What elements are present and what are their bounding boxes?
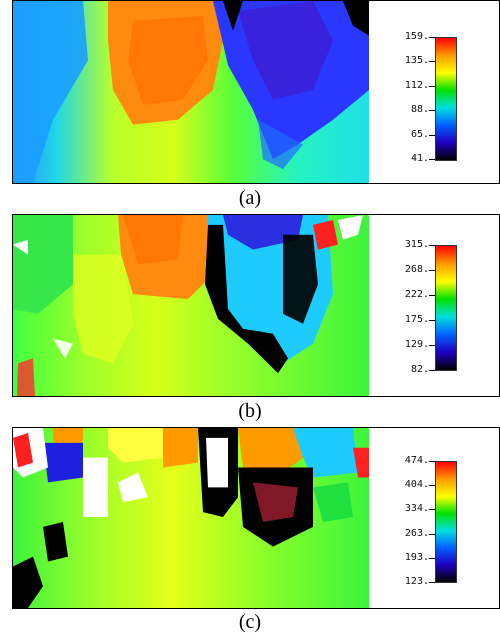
tick-mark: [429, 370, 435, 371]
disparity-map-b: [13, 215, 369, 396]
tick-label: 88.: [410, 104, 429, 115]
tick-label: 404.: [404, 479, 429, 490]
tick-mark: [429, 86, 435, 87]
tick-mark: [429, 135, 435, 136]
tick-label: 175.: [404, 314, 429, 325]
tick-label: 82.: [410, 364, 429, 375]
tick-mark: [429, 485, 435, 486]
tick-label: 135.: [404, 55, 429, 66]
colorbar-b: [435, 245, 457, 371]
tick-mark: [429, 159, 435, 160]
tick-mark: [429, 110, 435, 111]
colorbar-legend-c: 474. 404. 334. 263. 193. 123.: [383, 428, 499, 608]
colorbar-legend-a: 159. 135. 112. 88. 65. 41.: [383, 1, 499, 183]
tick-mark: [429, 582, 435, 583]
tick-mark: [429, 558, 435, 559]
disparity-map-c: [13, 428, 369, 608]
caption-b: (b): [238, 400, 262, 422]
tick-mark: [429, 245, 435, 246]
tick-mark: [429, 295, 435, 296]
tick-label: 123.: [404, 576, 429, 587]
tick-label: 263.: [404, 528, 429, 539]
tick-label: 193.: [404, 552, 429, 563]
panel-a: 159. 135. 112. 88. 65. 41.: [12, 0, 500, 184]
tick-label: 65.: [410, 129, 429, 140]
tick-label: 129.: [404, 339, 429, 350]
tick-label: 41.: [410, 153, 429, 164]
tick-mark: [429, 345, 435, 346]
tick-mark: [429, 37, 435, 38]
tick-label: 159.: [404, 31, 429, 42]
tick-mark: [429, 270, 435, 271]
colorbar-a: [435, 37, 457, 161]
tick-label: 222.: [404, 289, 429, 300]
colorbar-c: [435, 461, 457, 583]
tick-label: 334.: [404, 503, 429, 514]
tick-mark: [429, 534, 435, 535]
tick-mark: [429, 461, 435, 462]
colorbar-legend-b: 315. 268. 222. 175. 129. 82.: [383, 215, 499, 396]
tick-label: 315.: [404, 239, 429, 250]
tick-label: 474.: [404, 455, 429, 466]
tick-mark: [429, 320, 435, 321]
caption-a: (a): [238, 187, 262, 209]
tick-mark: [429, 509, 435, 510]
tick-mark: [429, 61, 435, 62]
caption-c: (c): [238, 611, 262, 633]
panel-b: 315. 268. 222. 175. 129. 82.: [12, 214, 500, 397]
disparity-map-a: [13, 1, 369, 183]
panel-c: 474. 404. 334. 263. 193. 123.: [12, 427, 500, 609]
tick-label: 112.: [404, 80, 429, 91]
tick-label: 268.: [404, 264, 429, 275]
